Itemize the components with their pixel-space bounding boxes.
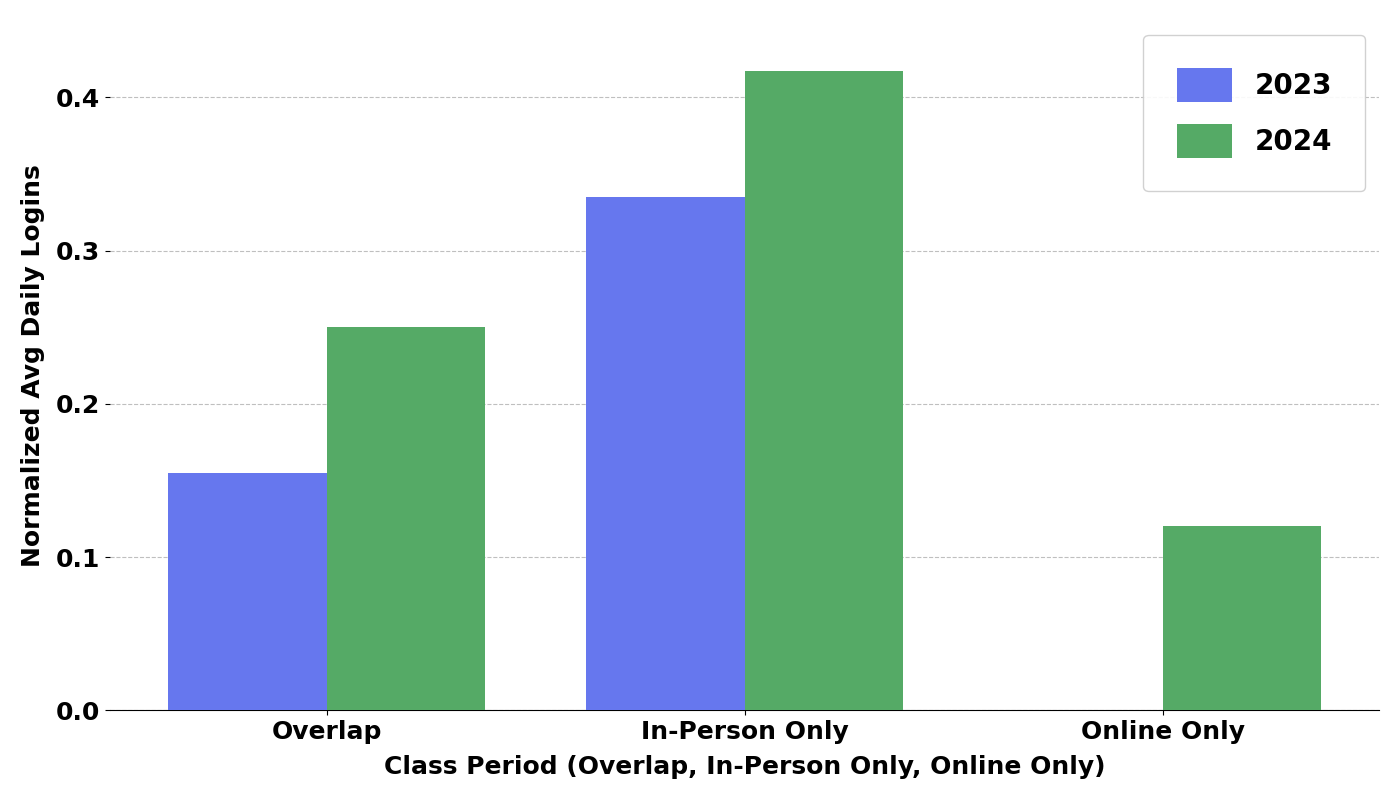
Bar (1162, 526, 1322, 710)
Bar (745, 71, 903, 710)
Bar (585, 197, 745, 710)
Y-axis label: Normalized Avg Daily Logins: Normalized Avg Daily Logins (21, 164, 45, 567)
X-axis label: Class Period (Overlap, In-Person Only, Online Only): Class Period (Overlap, In-Person Only, O… (384, 755, 1106, 779)
Legend: 2023, 2024: 2023, 2024 (1144, 34, 1365, 191)
Bar (326, 327, 486, 710)
Bar (168, 473, 326, 710)
